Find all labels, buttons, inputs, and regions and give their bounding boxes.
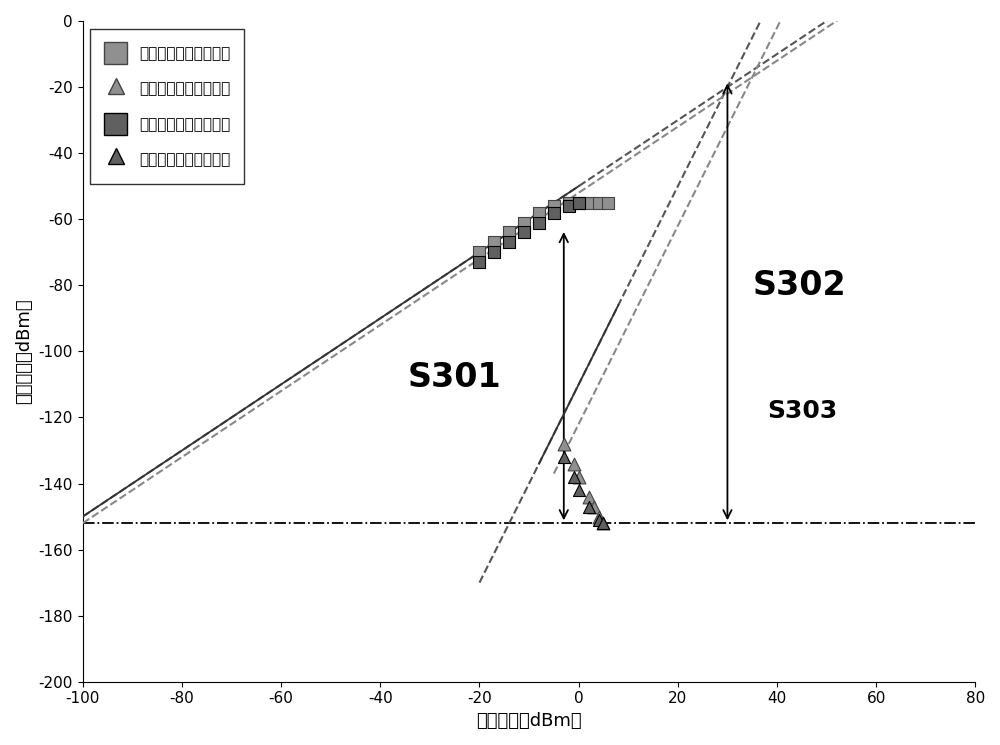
Point: [571, 484, 587, 496]
Text: S302: S302: [752, 269, 846, 302]
Point: [501, 236, 517, 248]
Point: [595, 517, 611, 529]
Point: [581, 501, 597, 513]
Point: [591, 197, 607, 209]
Point: [516, 217, 532, 229]
Point: [546, 206, 562, 218]
Point: [586, 501, 602, 513]
X-axis label: 输入功率（dBm）: 输入功率（dBm）: [476, 712, 582, 730]
Point: [561, 197, 577, 209]
Point: [556, 451, 572, 463]
Point: [561, 200, 577, 212]
Point: [516, 226, 532, 238]
Legend: 未加增益控制的一阶项, 未加增益控制的三阶项, 加入增益控制的一阶项, 加入增益控制的一阶项: 未加增益控制的一阶项, 未加增益控制的三阶项, 加入增益控制的一阶项, 加入增益…: [90, 28, 244, 184]
Text: S301: S301: [408, 361, 502, 394]
Point: [531, 217, 547, 229]
Point: [571, 471, 587, 483]
Point: [486, 247, 502, 259]
Point: [600, 197, 616, 209]
Point: [556, 438, 572, 450]
Point: [546, 200, 562, 212]
Text: S303: S303: [767, 399, 837, 423]
Point: [595, 517, 611, 529]
Point: [581, 491, 597, 503]
Point: [591, 510, 607, 522]
Y-axis label: 输出功率（dBm）: 输出功率（dBm）: [15, 299, 33, 405]
Point: [501, 226, 517, 238]
Point: [571, 197, 587, 209]
Point: [581, 197, 597, 209]
Point: [531, 206, 547, 218]
Point: [571, 197, 587, 209]
Point: [566, 457, 582, 469]
Point: [471, 247, 487, 259]
Point: [471, 256, 487, 268]
Point: [591, 514, 607, 526]
Point: [486, 236, 502, 248]
Point: [566, 471, 582, 483]
